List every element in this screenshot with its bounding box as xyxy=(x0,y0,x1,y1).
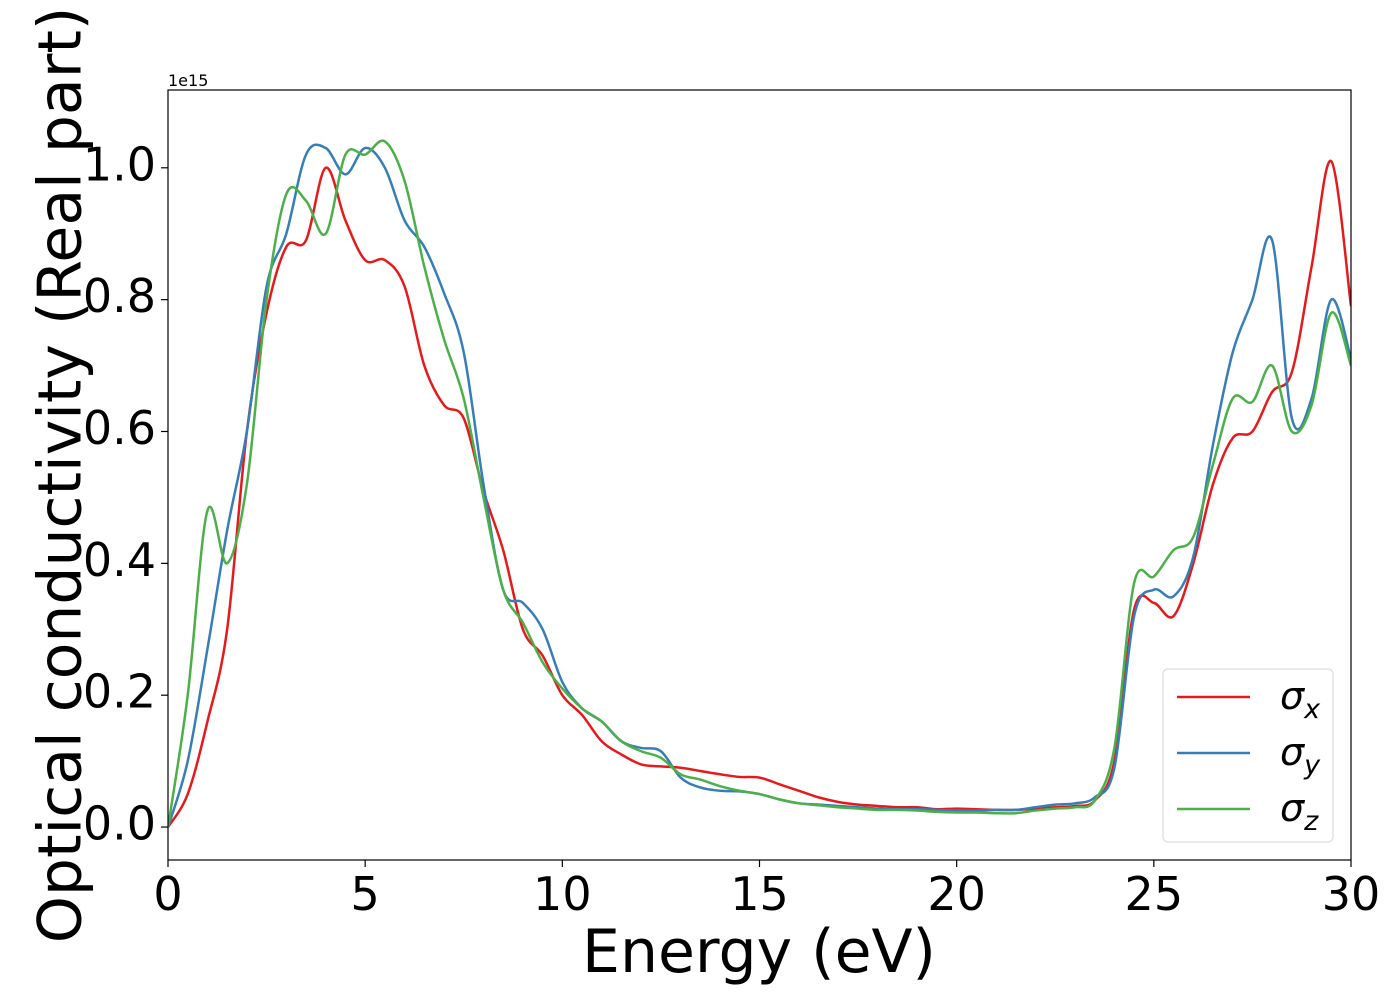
series-line xyxy=(168,159,1351,828)
offset-text: 1e15 xyxy=(168,71,208,90)
y-tick-label: 0.4 xyxy=(83,533,156,587)
x-tick-label: 20 xyxy=(927,867,986,921)
y-tick-label: 0.0 xyxy=(83,797,156,851)
x-tick-label: 0 xyxy=(153,867,182,921)
y-axis-label: Optical conductivity (Real part) xyxy=(26,7,96,944)
legend-box xyxy=(1162,668,1334,843)
legend-label: σz xyxy=(1280,786,1319,837)
x-tick-label: 25 xyxy=(1125,867,1184,921)
y-tick-label: 0.2 xyxy=(83,665,156,719)
x-axis-label: Energy (eV) xyxy=(582,917,936,987)
x-tick-label: 15 xyxy=(730,867,789,921)
series-line xyxy=(168,139,1351,828)
plot-frame xyxy=(167,89,1352,861)
legend-label: σy xyxy=(1280,730,1321,781)
x-tick-label: 30 xyxy=(1322,867,1381,921)
x-tick-label: 5 xyxy=(351,867,380,921)
legend-label: σx xyxy=(1280,674,1321,725)
y-tick-label: 0.6 xyxy=(83,401,156,455)
y-tick-label: 0.8 xyxy=(83,269,156,323)
x-tick-label: 10 xyxy=(533,867,592,921)
y-tick-label: 1.0 xyxy=(83,137,156,191)
